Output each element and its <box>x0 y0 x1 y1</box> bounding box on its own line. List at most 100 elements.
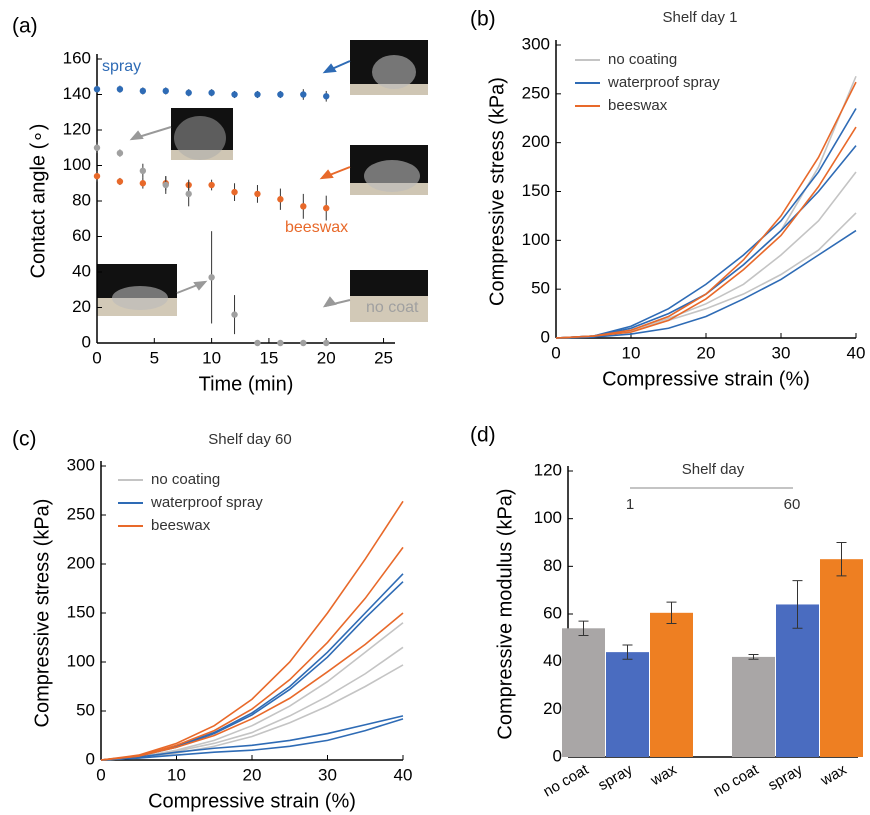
y-axis-label: Compressive stress (kPa) <box>31 499 53 728</box>
y-tick-label: 20 <box>72 297 91 316</box>
point <box>185 190 192 198</box>
point <box>254 91 261 98</box>
x-tick-label: 30 <box>318 765 337 784</box>
y-tick-label: 150 <box>67 602 95 621</box>
curve <box>555 126 857 339</box>
point <box>116 149 124 157</box>
point <box>93 172 101 180</box>
point <box>254 190 261 198</box>
legend-label: waterproof spray <box>150 494 263 511</box>
x-tick-label: spray <box>765 761 806 794</box>
bar <box>650 612 693 757</box>
x-tick-label: 20 <box>317 348 336 367</box>
point <box>277 91 284 98</box>
error-bar <box>578 620 589 636</box>
y-tick-label: 60 <box>72 226 91 245</box>
point <box>300 203 307 210</box>
y-tick-label: 120 <box>534 460 562 479</box>
bar <box>606 652 649 757</box>
point <box>93 144 101 151</box>
bar <box>820 559 863 757</box>
x-tick-label: 25 <box>374 348 393 367</box>
group-label: 60 <box>784 496 801 513</box>
error-bar <box>792 580 803 629</box>
y-tick-label: 40 <box>543 651 562 670</box>
curve <box>555 212 857 339</box>
y-tick-label: 100 <box>534 508 562 527</box>
y-tick-label: 200 <box>522 132 550 151</box>
point <box>162 87 169 95</box>
y-tick-label: 300 <box>67 455 95 474</box>
curve <box>100 646 404 761</box>
y-tick-label: 250 <box>522 83 550 102</box>
y-tick-label: 40 <box>72 261 91 280</box>
x-tick-label: 20 <box>697 343 716 362</box>
point <box>93 85 101 93</box>
y-tick-label: 120 <box>63 119 91 138</box>
y-tick-label: 50 <box>531 279 550 298</box>
x-tick-label: 5 <box>150 348 159 367</box>
y-tick-label: 250 <box>67 504 95 523</box>
x-tick-label: no coat <box>710 761 762 801</box>
y-tick-label: 60 <box>543 603 562 622</box>
legend-label: waterproof spray <box>607 74 720 91</box>
error-bar <box>622 644 633 660</box>
point <box>254 339 261 347</box>
bar <box>732 656 775 757</box>
bar <box>562 628 605 757</box>
error-bar <box>836 542 847 577</box>
y-tick-label: 0 <box>541 327 550 346</box>
x-axis-label: Compressive strain (%) <box>148 790 356 812</box>
panel-label: (c) <box>12 428 37 451</box>
curve <box>100 612 404 761</box>
point <box>208 181 215 189</box>
x-tick-label: 20 <box>243 765 262 784</box>
y-tick-label: 300 <box>522 34 550 53</box>
point <box>185 89 192 96</box>
point <box>231 91 238 98</box>
x-tick-label: 10 <box>622 343 641 362</box>
point <box>277 196 284 203</box>
y-axis-label: Compressive stress (kPa) <box>486 77 508 306</box>
bar <box>776 604 819 757</box>
x-tick-label: 30 <box>772 343 791 362</box>
point <box>208 274 215 281</box>
legend-label: no coating <box>608 51 677 68</box>
x-tick-label: wax <box>817 761 850 790</box>
group-title: Shelf day <box>682 461 745 478</box>
legend-label: beeswax <box>151 517 211 534</box>
y-tick-label: 100 <box>63 155 91 174</box>
y-tick-label: 80 <box>72 190 91 209</box>
y-tick-label: 160 <box>63 48 91 67</box>
curve <box>555 229 857 339</box>
y-tick-label: 100 <box>522 230 550 249</box>
curve <box>100 500 404 761</box>
point <box>300 91 307 98</box>
y-tick-label: 20 <box>543 699 562 718</box>
x-tick-label: 10 <box>167 765 186 784</box>
point <box>116 178 124 185</box>
inset-photos <box>97 40 428 322</box>
y-tick-label: 200 <box>67 553 95 572</box>
y-tick-label: 0 <box>86 749 95 768</box>
panel-label: (d) <box>470 424 496 447</box>
curve <box>100 622 404 761</box>
y-tick-label: 100 <box>67 651 95 670</box>
point <box>116 85 124 93</box>
y-tick-label: 0 <box>553 746 562 765</box>
x-axis-label: Time (min) <box>199 373 294 395</box>
error-bar <box>666 601 677 625</box>
y-tick-label: 140 <box>63 84 91 103</box>
legend-label: no coating <box>151 471 220 488</box>
y-tick-label: 150 <box>522 181 550 200</box>
y-axis-label: Contact angle (∘) <box>27 124 49 279</box>
point <box>231 311 238 318</box>
x-tick-label: wax <box>647 761 680 790</box>
point <box>139 167 147 175</box>
panel-label: (a) <box>12 15 38 38</box>
series-label: spray <box>102 58 141 75</box>
legend-label: beeswax <box>608 97 668 114</box>
point <box>300 339 307 347</box>
x-axis-label: Compressive strain (%) <box>602 368 810 390</box>
